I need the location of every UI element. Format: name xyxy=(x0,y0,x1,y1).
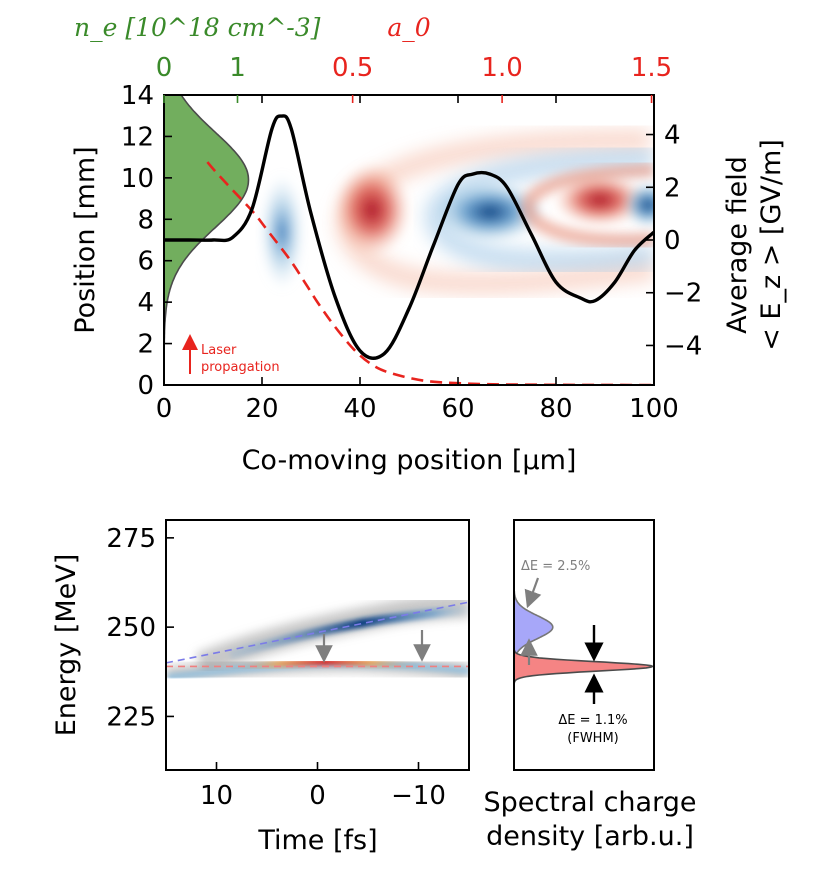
top-y-ticks: 0 2 4 6 8 10 12 14 xyxy=(121,81,172,401)
y2-tick-label: 4 xyxy=(664,121,681,151)
a0-axis-label: a_0 xyxy=(387,13,430,42)
top-y2-ticks: −4 −2 0 2 4 xyxy=(646,121,702,361)
heat-blob xyxy=(624,183,654,227)
laser-annotation-line2: propagation xyxy=(201,360,280,375)
density-tick-label: 1 xyxy=(229,53,246,83)
x-tick-label: 40 xyxy=(343,394,376,424)
phase-space-y-ticks: 225 250 275 xyxy=(106,524,174,732)
energy-tick-label: 225 xyxy=(106,702,156,732)
y2-axis-label-line1: Average field xyxy=(722,156,753,334)
y-tick-label: 8 xyxy=(137,205,154,235)
spectrum-axis-label-line2: density [arb.u.] xyxy=(486,821,694,852)
spectrum-panel: ΔE = 2.5% ΔE = 1.1% (FWHM) Spectral char… xyxy=(484,519,697,852)
y2-tick-label: 2 xyxy=(664,173,681,203)
spectrum-frame xyxy=(513,519,655,771)
spectrum-plot xyxy=(514,584,654,706)
x-axis-label: Co-moving position [μm] xyxy=(242,445,577,476)
y2-tick-label: −4 xyxy=(664,331,702,361)
x-tick-label: 60 xyxy=(441,394,474,424)
y-tick-label: 10 xyxy=(121,164,154,194)
top-a0-ticks: 0.5 1.0 1.5 xyxy=(332,53,672,103)
heat-blob xyxy=(334,164,410,256)
a0-tick-label: 1.0 xyxy=(481,53,522,83)
wakefield-heatmap xyxy=(164,95,654,385)
delta-e-upper-arrow xyxy=(524,577,542,609)
time-tick-label: 0 xyxy=(309,781,326,811)
y-tick-label: 2 xyxy=(137,330,154,360)
x-tick-label: 80 xyxy=(539,394,572,424)
phase-space-frame xyxy=(165,519,470,771)
delta-e-upper-label: ΔE = 2.5% xyxy=(521,559,590,574)
energy-tick-label: 275 xyxy=(106,524,156,554)
x-tick-label: 20 xyxy=(245,394,278,424)
upper-bunch-core xyxy=(228,605,469,660)
density-axis-label: n_e [10^18 cm^-3] xyxy=(74,13,321,42)
phase-space-heatmap xyxy=(166,594,469,685)
x-tick-label: 100 xyxy=(629,394,679,424)
y-axis-label: Position [mm] xyxy=(70,146,101,333)
spectrum-axis-label-line1: Spectral charge xyxy=(484,787,697,818)
delta-e-lower-label: ΔE = 1.1% xyxy=(558,713,627,728)
spectrum-blue-peak xyxy=(514,584,554,664)
time-tick-label: 10 xyxy=(200,781,233,811)
average-field-line xyxy=(164,114,654,360)
phase-space-x-ticks: 10 0 −10 xyxy=(200,762,446,811)
y-tick-label: 6 xyxy=(137,247,154,277)
time-tick-label: −10 xyxy=(391,781,446,811)
y-tick-label: 12 xyxy=(121,122,154,152)
heat-blob xyxy=(435,182,545,242)
time-axis-label: Time [fs] xyxy=(257,825,377,856)
y2-axis-label-line2: < E_z > [GV/m] xyxy=(756,139,787,351)
a0-tick-label: 0.5 xyxy=(332,53,373,83)
fwhm-label: (FWHM) xyxy=(567,731,618,746)
a0-tick-label: 1.5 xyxy=(631,53,672,83)
heat-blob xyxy=(424,147,654,273)
energy-tick-label: 250 xyxy=(106,613,156,643)
y2-tick-label: 0 xyxy=(664,226,681,256)
chirp-fit-dashed-line xyxy=(166,601,469,664)
y-tick-label: 4 xyxy=(137,288,154,318)
laser-annotation-line1: Laser xyxy=(201,343,237,358)
heat-blob xyxy=(260,174,304,290)
top-x-ticks: 0 20 40 60 80 100 xyxy=(156,95,679,424)
x-tick-label: 0 xyxy=(156,394,173,424)
phase-space-panel: 10 0 −10 225 250 275 Time [fs] Energy [MeV] xyxy=(51,519,470,856)
y2-tick-label: −2 xyxy=(664,279,702,309)
energy-axis-label: Energy [MeV] xyxy=(51,554,82,737)
heat-blob xyxy=(554,174,646,226)
y-tick-label: 0 xyxy=(137,371,154,401)
y-tick-label: 14 xyxy=(121,81,154,111)
spectrum-red-peak xyxy=(514,634,654,706)
density-tick-label: 0 xyxy=(156,53,173,83)
